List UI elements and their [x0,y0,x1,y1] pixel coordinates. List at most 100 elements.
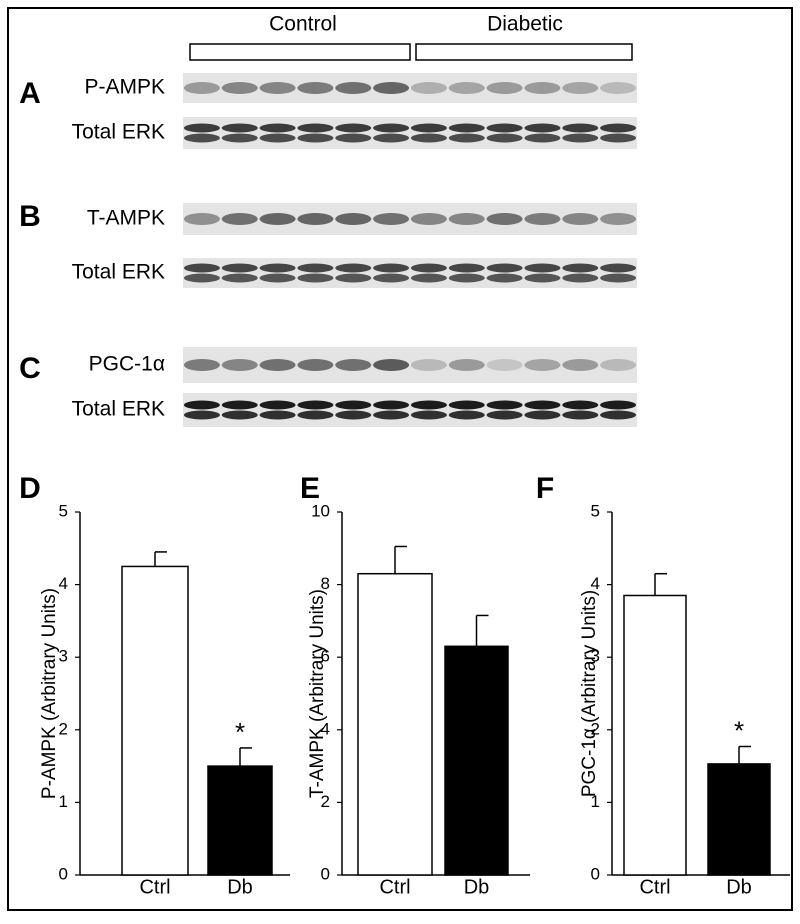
blot-band [335,273,372,283]
blot-band [486,410,523,420]
panel-letter: D [19,472,41,505]
y-tick-label: 10 [311,501,330,520]
y-tick-label: 5 [59,501,68,520]
blot-band [183,133,220,143]
blot-band [486,359,523,371]
blot-band [524,213,561,225]
blot-band [448,123,485,133]
blot-band [410,410,447,420]
blot-band [524,263,561,273]
significance-mark: * [235,717,245,747]
blot-band [221,400,258,410]
blot-band [259,133,296,143]
blot-band [448,400,485,410]
blot-band [221,82,258,94]
blot-band [524,400,561,410]
x-tick-label: Db [726,876,752,898]
blot-band [373,273,410,283]
blot-band [335,263,372,273]
blot-label: PGC-1α [89,353,165,376]
blot-band [373,400,410,410]
blot-band [259,263,296,273]
blot-band [183,400,220,410]
y-tick-label: 4 [59,574,68,593]
blot-band [297,213,334,225]
blot-band [600,359,637,371]
panel-letter: E [300,472,320,505]
blot-band [448,263,485,273]
panel-letter: B [19,200,41,233]
bar [121,565,189,876]
bar [707,763,771,876]
blot-band [221,263,258,273]
blot-band [410,133,447,143]
blot-band [373,213,410,225]
blot-band [410,123,447,133]
blot-band [373,410,410,420]
blot-label: Total ERK [72,261,165,284]
y-tick-label: 1 [591,792,600,811]
blot-label: Total ERK [72,398,165,421]
blot-band [183,82,220,94]
blot-band [524,82,561,94]
blot-background [183,203,637,235]
blot-background [183,73,637,103]
blot-band [410,82,447,94]
y-tick-label: 0 [591,864,600,883]
panel-letter: F [536,472,554,505]
y-tick-label: 6 [321,647,330,666]
blot-band [335,133,372,143]
blot-band [183,263,220,273]
blot-band [524,123,561,133]
blot-band [448,410,485,420]
blot-band [600,133,637,143]
blot-band [600,400,637,410]
group-label: Control [269,13,337,36]
blot-band [600,123,637,133]
blot-band [297,123,334,133]
blot-band [562,410,599,420]
blot-band [335,359,372,371]
blot-band [448,359,485,371]
blot-band [600,273,637,283]
blot-band [410,213,447,225]
blot-band [448,213,485,225]
blot-band [183,273,220,283]
blot-band [373,133,410,143]
blot-band [259,123,296,133]
group-label: Diabetic [487,13,563,36]
blot-band [600,213,637,225]
blot-band [486,82,523,94]
blot-band [373,263,410,273]
group-bracket [189,43,411,61]
blot-label: P-AMPK [84,76,165,99]
y-axis-label: P-AMPK (Arbitrary Units) [39,588,60,799]
blot-band [297,82,334,94]
blot-background [183,117,637,149]
group-bracket [415,43,633,61]
blot-band [486,263,523,273]
blot-band [410,359,447,371]
y-axis-label: T-AMPK (Arbitrary Units) [307,589,328,798]
significance-mark: * [734,715,744,745]
blot-band [297,400,334,410]
blot-band [524,359,561,371]
y-tick-label: 0 [321,864,330,883]
blot-band [448,273,485,283]
blot-band [335,213,372,225]
blot-band [297,133,334,143]
panel-letter: C [19,352,41,385]
bar [207,765,273,876]
blot-band [486,213,523,225]
blot-band [297,273,334,283]
blot-band [600,82,637,94]
x-tick-label: Ctrl [639,876,670,898]
blot-band [335,400,372,410]
blot-band [259,400,296,410]
blot-band [486,400,523,410]
y-axis-label: PGC-1α (Arbitrary Units) [579,590,600,797]
blot-band [448,133,485,143]
blot-band [562,400,599,410]
blot-band [562,273,599,283]
